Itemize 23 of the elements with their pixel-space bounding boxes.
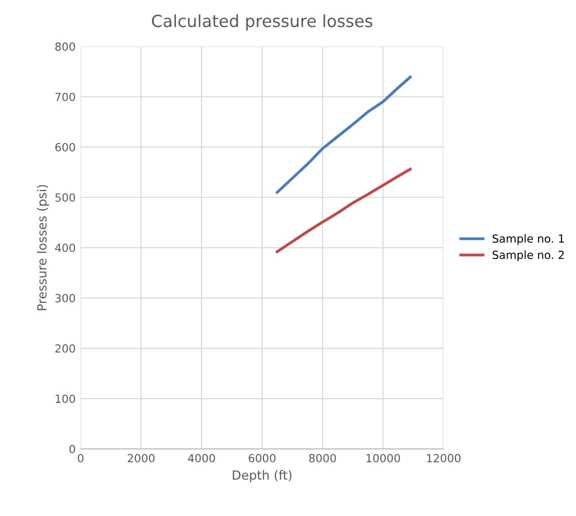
x-axis-title: Depth (ft): [232, 470, 292, 482]
x-tick-label: 2000: [128, 454, 155, 462]
legend-label: Sample no. 2: [492, 250, 564, 262]
y-tick-label: 200: [55, 344, 76, 353]
x-tick-label: 10000: [366, 454, 400, 462]
x-tick-label: 8000: [309, 454, 336, 462]
y-tick-label: 100: [56, 394, 76, 403]
y-tick-label: 800: [55, 42, 76, 51]
y-tick-label: 300: [55, 294, 76, 302]
y-tick-label: 600: [55, 143, 76, 152]
x-tick-label: 12000: [427, 454, 460, 462]
legend-label: Sample no. 1: [492, 234, 564, 245]
y-tick-label: 400: [55, 244, 76, 252]
y-tick-label: 500: [55, 193, 76, 202]
line-series: [276, 168, 412, 254]
y-axis-title: Pressure losses (psi): [36, 185, 50, 310]
x-tick-label: 4000: [188, 454, 215, 462]
y-tick-label: 700: [55, 92, 76, 102]
x-tick-label: 0: [78, 454, 84, 462]
y-tick-label: 0: [69, 444, 76, 454]
x-tick-label: 6000: [248, 454, 276, 462]
line-series: [276, 76, 412, 194]
chart-title: Calculated pressure losses: [152, 14, 372, 30]
